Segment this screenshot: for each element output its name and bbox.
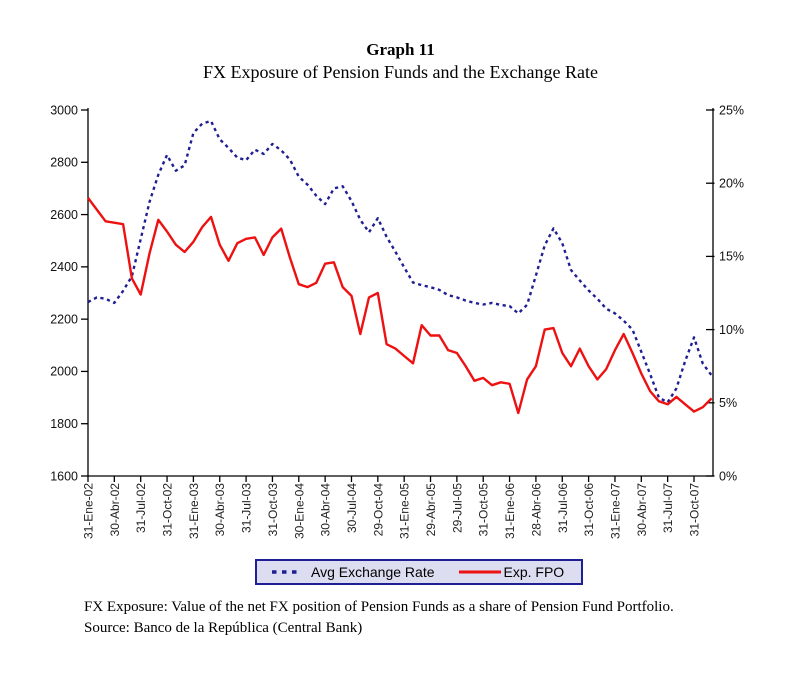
x-axis-tick-label: 31-Jul-03 — [240, 483, 254, 533]
x-axis-tick-label: 28-Abr-06 — [529, 483, 543, 537]
x-axis-tick-label: 29-Oct-04 — [371, 483, 385, 537]
legend-label-exp-fpo: Exp. FPO — [503, 564, 565, 580]
y-axis-right-tick-label: 5% — [719, 396, 737, 410]
y-axis-left-tick-label: 2600 — [50, 208, 78, 222]
x-axis: 31-Ene-02 30-Abr-02 31-Jul-02 31-Oct-02 31-E… — [82, 476, 702, 539]
y-axis-left: 3000 2800 2600 2400 2200 2000 1800 1600 — [50, 103, 89, 483]
x-axis-tick-label: 30-Abr-04 — [319, 483, 333, 537]
x-axis-tick-label: 31-Jul-07 — [661, 483, 675, 533]
y-axis-right-tick-label: 25% — [719, 103, 744, 117]
y-axis-left-tick-label: 1800 — [50, 417, 78, 431]
y-axis-right-tick-label: 0% — [719, 469, 737, 483]
x-axis-tick-label: 30-Ene-04 — [292, 483, 306, 539]
x-axis-tick-label: 31-Jul-02 — [134, 483, 148, 533]
y-axis-left-tick-label: 2000 — [50, 365, 78, 379]
y-axis-left-tick-label: 2200 — [50, 312, 78, 326]
x-axis-tick-label: 31-Ene-03 — [187, 483, 201, 539]
x-axis-tick-label: 30-Jul-04 — [345, 483, 359, 533]
series-avg-exchange-rate — [87, 119, 713, 404]
y-axis-right: 0% 5% 10% 15% 20% 25% — [706, 103, 744, 483]
y-axis-left-tick-label: 3000 — [50, 103, 78, 117]
x-axis-tick-label: 30-Abr-03 — [213, 483, 227, 537]
legend-dashed-line-sample — [272, 570, 301, 574]
x-axis-tick-label: 30-Abr-02 — [108, 483, 122, 537]
x-axis-tick-label: 31-Oct-02 — [161, 483, 175, 537]
x-axis-tick-label: 31-Ene-07 — [608, 483, 622, 539]
x-axis-tick-label: 31-Ene-02 — [82, 483, 96, 539]
chart-plot: 3000 2800 2600 2400 2200 2000 1800 1600 0% 5% 10% 1… — [50, 103, 744, 539]
axis-frame — [87, 108, 714, 477]
x-axis-tick-label: 31-Oct-06 — [582, 483, 596, 537]
footnote-definition: FX Exposure: Value of the net FX positio… — [84, 599, 674, 615]
x-axis-tick-label: 31-Oct-07 — [688, 483, 702, 537]
y-axis-left-tick-label: 2800 — [50, 156, 78, 170]
y-axis-left-tick-label: 1600 — [50, 469, 78, 483]
x-axis-tick-label: 31-Jul-06 — [556, 483, 570, 533]
x-axis-tick-label: 31-Ene-06 — [503, 483, 517, 539]
y-axis-right-tick-label: 20% — [719, 177, 744, 191]
footnote: FX Exposure: Value of the net FX positio… — [84, 597, 718, 638]
x-axis-tick-label: 29-Abr-05 — [424, 483, 438, 537]
legend-solid-line-sample — [458, 570, 501, 574]
legend-label-avg-exchange-rate: Avg Exchange Rate — [311, 564, 435, 580]
chart-title: Graph 11 — [366, 40, 435, 59]
x-axis-tick-label: 31-Oct-03 — [266, 483, 280, 537]
y-axis-right-tick-label: 15% — [719, 250, 744, 264]
axes — [87, 108, 714, 477]
series-exp-fpo — [87, 197, 713, 415]
y-axis-right-tick-label: 10% — [719, 323, 744, 337]
chart-legend: Avg Exchange Rate Exp. FPO — [255, 559, 583, 585]
x-axis-tick-label: 31-Ene-05 — [398, 483, 412, 539]
x-axis-tick-label: 31-Oct-05 — [477, 483, 491, 537]
footnote-source: Source: Banco de la República (Central B… — [84, 619, 363, 636]
x-axis-tick-label: 29-Jul-05 — [450, 483, 464, 533]
y-axis-left-tick-label: 2400 — [50, 260, 78, 274]
chart-subtitle: FX Exposure of Pension Funds and the Exc… — [203, 62, 598, 82]
x-axis-tick-label: 30-Abr-07 — [635, 483, 649, 537]
